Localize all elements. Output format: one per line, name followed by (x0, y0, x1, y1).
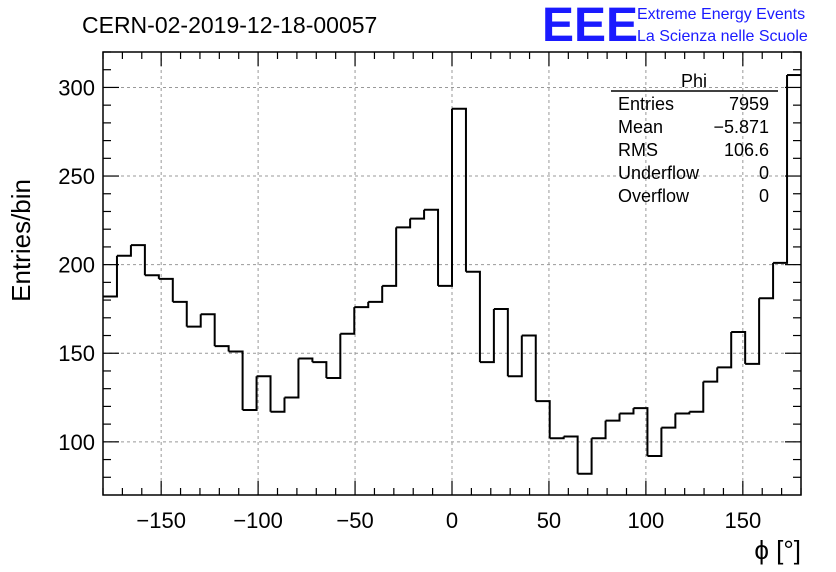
histogram-bin (200, 313, 216, 347)
histogram-bin (452, 107, 467, 272)
histogram-bin (214, 345, 230, 352)
stats-row-label: RMS (618, 140, 658, 160)
logo-letters: EEE (542, 0, 638, 52)
histogram-bin (116, 245, 132, 257)
x-tick-label: 0 (446, 508, 458, 533)
stats-row-value: 7959 (729, 94, 769, 114)
eee-logo: EEE Extreme Energy Events La Scienza nel… (542, 0, 808, 52)
histogram-bin (563, 435, 579, 474)
histogram-bin (103, 255, 118, 298)
histogram-bin (326, 333, 342, 380)
histogram-bin (633, 407, 649, 457)
x-tick-label: 50 (537, 508, 561, 533)
y-axis-title: Entries/bin (6, 179, 36, 302)
x-tick-label: −100 (233, 508, 283, 533)
run-title: CERN-02-2019-12-18-00057 (82, 12, 377, 38)
histogram-bin (130, 244, 146, 276)
histogram-bin (661, 413, 677, 429)
logo-line-1: Extreme Energy Events (637, 6, 805, 23)
stats-box: Phi Entries 7959 Mean −5.871 RMS 106.6 Underfl… (611, 71, 778, 206)
histogram-bin (144, 274, 160, 279)
histogram-bin (689, 381, 705, 413)
histogram-bin (493, 307, 509, 377)
histogram-bars (103, 74, 801, 475)
histogram-bin (312, 361, 328, 379)
stats-row-value: −5.871 (713, 117, 769, 137)
stats-row-label: Underflow (618, 163, 700, 183)
histogram-bin (535, 400, 551, 439)
histogram-bin (759, 262, 775, 300)
stats-title: Phi (681, 71, 707, 91)
y-tick-label: 200 (58, 253, 95, 278)
histogram-bin (382, 227, 398, 287)
histogram-bin (745, 298, 761, 365)
histogram-bin (521, 334, 537, 402)
histogram-bin (479, 308, 495, 364)
stats-row-label: Entries (618, 94, 674, 114)
histogram-bin (284, 358, 300, 399)
x-tick-label: −50 (336, 508, 373, 533)
y-tick-label: 250 (58, 164, 95, 189)
histogram-bin (340, 307, 356, 335)
histogram-bin (424, 208, 440, 286)
histogram-bin (438, 108, 453, 287)
histogram-bin (298, 357, 314, 363)
x-tick-label: 100 (628, 508, 665, 533)
histogram-bin (186, 314, 202, 328)
stats-row-value: 106.6 (724, 140, 769, 160)
x-tick-label: −150 (136, 508, 186, 533)
x-axis-title: ϕ [°] (754, 535, 801, 565)
histogram-bin (577, 438, 593, 475)
y-tick-label: 150 (58, 341, 95, 366)
stats-row-value: 0 (759, 163, 769, 183)
histogram-bin (591, 420, 607, 440)
histogram-bin (605, 413, 621, 422)
histogram-bin (717, 331, 733, 369)
x-tick-label: 150 (724, 508, 761, 533)
axis-ticks: −150 −100 −50 0 50 100 150 100 150 200 250 300 (58, 51, 802, 533)
histogram-bin (368, 285, 384, 303)
histogram-bin (549, 436, 565, 440)
y-tick-label: 100 (58, 430, 95, 455)
histogram-bin (465, 270, 481, 363)
histogram-bin (354, 301, 370, 309)
histogram-bin (703, 367, 719, 383)
logo-line-2: La Scienza nelle Scuole (637, 28, 808, 45)
histogram-bin (647, 427, 663, 458)
stats-row-label: Overflow (618, 186, 690, 206)
histogram-bin (773, 75, 789, 264)
y-tick-label: 300 (58, 75, 95, 100)
histogram-bin (172, 300, 188, 327)
histogram-bin (228, 350, 244, 410)
histogram-bin (256, 375, 272, 412)
histogram-bin (242, 376, 258, 411)
histogram-bin (158, 277, 174, 302)
histogram-bin (507, 335, 523, 378)
histogram-bin (396, 218, 412, 229)
histogram-bin (731, 330, 747, 364)
stats-row-value: 0 (759, 186, 769, 206)
histogram-bin (619, 408, 635, 415)
stats-row-label: Mean (618, 117, 663, 137)
histogram-bin (410, 209, 426, 220)
histogram-bin (270, 397, 286, 413)
histogram-bin (675, 411, 691, 415)
